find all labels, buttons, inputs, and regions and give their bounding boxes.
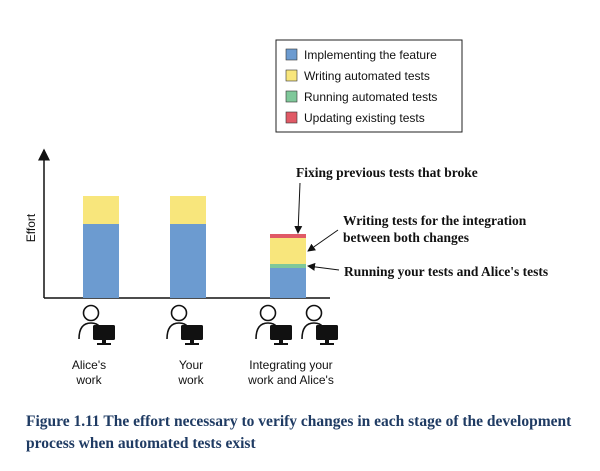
bars bbox=[83, 196, 306, 298]
legend-swatch bbox=[285, 90, 298, 103]
bar-segment bbox=[270, 268, 306, 298]
annotation-arrow bbox=[294, 182, 303, 234]
legend-swatch bbox=[285, 48, 298, 61]
person-head-icon bbox=[82, 304, 100, 322]
legend: Implementing the feature Writing automate… bbox=[275, 39, 463, 133]
person-icons bbox=[78, 304, 338, 345]
monitor-stand-icon bbox=[279, 340, 283, 343]
annotation-text: Running your tests and Alice's tests bbox=[344, 264, 548, 279]
annotation-text: Writing tests for the integration between… bbox=[343, 213, 527, 245]
bar-segment bbox=[170, 224, 206, 298]
person-computer-icon bbox=[166, 304, 203, 345]
person-head-icon bbox=[170, 304, 188, 322]
person-computer-icon bbox=[78, 304, 115, 345]
person-head-icon bbox=[305, 304, 323, 322]
legend-swatch bbox=[285, 111, 298, 124]
annotations: Fixing previous tests that broke Writing … bbox=[294, 165, 548, 279]
monitor-base-icon bbox=[185, 343, 199, 345]
y-axis-label: Effort bbox=[24, 213, 38, 242]
bar-segment bbox=[270, 234, 306, 238]
legend-label: Implementing the feature bbox=[304, 48, 437, 62]
bar-segment bbox=[83, 224, 119, 298]
monitor-stand-icon bbox=[190, 340, 194, 343]
figure-caption: Figure 1.11 The effort necessary to veri… bbox=[26, 413, 572, 452]
monitor-base-icon bbox=[97, 343, 111, 345]
annotation-text: Fixing previous tests that broke bbox=[296, 165, 478, 180]
monitor-icon bbox=[316, 325, 338, 340]
x-tick-labels: Alice's work Your work Integrating your work … bbox=[72, 358, 334, 387]
person-computer-icon bbox=[301, 304, 338, 345]
person-computer-icon bbox=[255, 304, 292, 345]
annotation-arrow bbox=[307, 229, 339, 252]
x-tick-label: Integrating your work and Alice's bbox=[247, 358, 334, 387]
monitor-stand-icon bbox=[325, 340, 329, 343]
legend-label: Running automated tests bbox=[304, 90, 437, 104]
legend-label: Writing automated tests bbox=[304, 69, 430, 83]
bar-segment bbox=[170, 196, 206, 224]
x-tick-label: Alice's work bbox=[72, 358, 106, 387]
monitor-icon bbox=[270, 325, 292, 340]
monitor-base-icon bbox=[274, 343, 288, 345]
annotation-arrow bbox=[307, 262, 340, 271]
monitor-base-icon bbox=[320, 343, 334, 345]
monitor-icon bbox=[181, 325, 203, 340]
bar-segment bbox=[270, 264, 306, 268]
effort-chart: Effort Implementing the feature Writing a… bbox=[24, 39, 548, 387]
person-head-icon bbox=[259, 304, 277, 322]
monitor-icon bbox=[93, 325, 115, 340]
legend-swatch bbox=[285, 69, 298, 82]
legend-label: Updating existing tests bbox=[304, 111, 425, 125]
legend-box bbox=[275, 39, 463, 133]
x-tick-label: Your work bbox=[177, 358, 204, 387]
bar-segment bbox=[270, 238, 306, 264]
bar-segment bbox=[83, 196, 119, 224]
monitor-stand-icon bbox=[102, 340, 106, 343]
